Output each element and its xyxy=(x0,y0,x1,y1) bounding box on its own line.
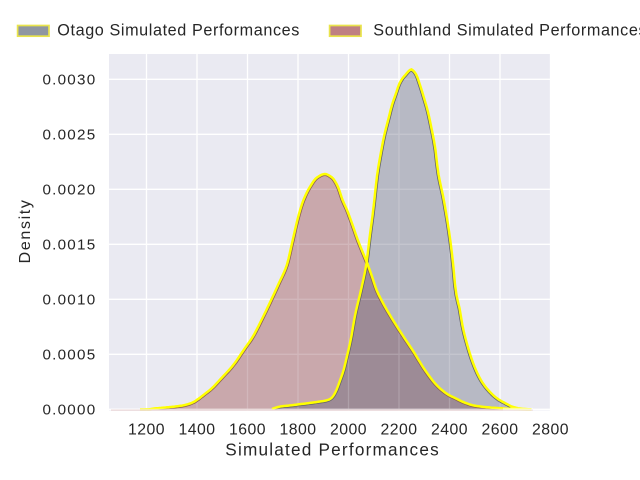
svg-text:0.0005: 0.0005 xyxy=(42,347,96,364)
svg-text:2400: 2400 xyxy=(431,421,468,438)
svg-text:0.0015: 0.0015 xyxy=(42,237,96,254)
svg-text:0.0030: 0.0030 xyxy=(42,72,96,89)
svg-text:2200: 2200 xyxy=(381,421,418,438)
svg-text:1400: 1400 xyxy=(179,421,216,438)
svg-text:2000: 2000 xyxy=(330,421,367,438)
svg-text:2600: 2600 xyxy=(482,421,519,438)
svg-text:0.0010: 0.0010 xyxy=(42,292,96,309)
svg-text:1600: 1600 xyxy=(229,421,266,438)
svg-text:2800: 2800 xyxy=(532,421,569,438)
svg-text:1800: 1800 xyxy=(280,421,317,438)
svg-text:Otago Simulated Performances: Otago Simulated Performances xyxy=(57,21,300,39)
svg-text:0.0025: 0.0025 xyxy=(42,127,96,144)
svg-text:0.0020: 0.0020 xyxy=(42,182,96,199)
svg-text:Simulated Performances: Simulated Performances xyxy=(225,440,440,460)
svg-text:Density: Density xyxy=(17,198,34,263)
svg-text:1200: 1200 xyxy=(128,421,165,438)
svg-text:0.0000: 0.0000 xyxy=(42,402,96,419)
svg-text:Southland Simulated Performanc: Southland Simulated Performances xyxy=(373,21,640,39)
